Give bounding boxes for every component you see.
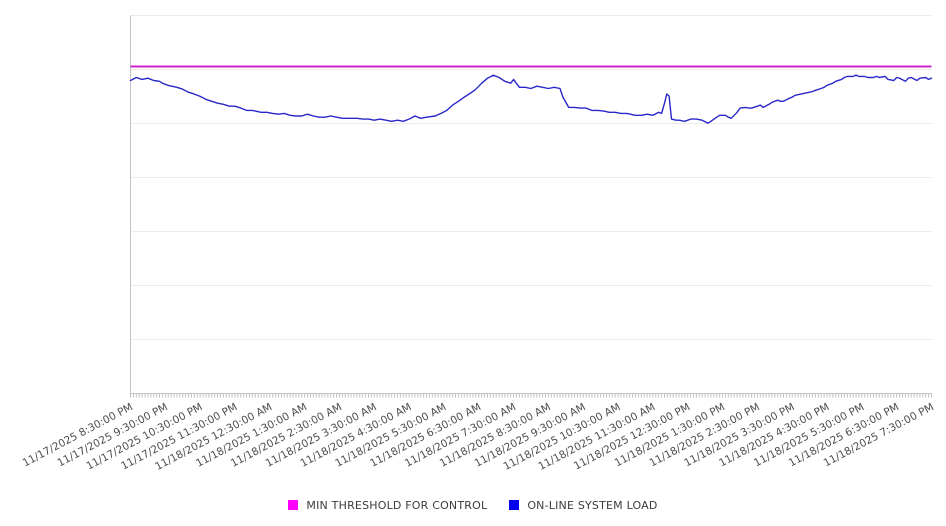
online-system-load-swatch-icon (509, 500, 520, 510)
legend-label-min-threshold: MIN THRESHOLD FOR CONTROL (306, 498, 488, 512)
chart-legend: MIN THRESHOLD FOR CONTROL ON-LINE SYSTEM… (0, 496, 946, 514)
legend-label-online-system-load: ON-LINE SYSTEM LOAD (527, 498, 658, 512)
legend-item-min-threshold[interactable]: MIN THRESHOLD FOR CONTROL (288, 499, 487, 512)
online-system-load-line[interactable] (129, 74, 933, 124)
min-threshold-swatch-icon (288, 500, 299, 510)
legend-item-online-system-load[interactable]: ON-LINE SYSTEM LOAD (509, 499, 657, 512)
